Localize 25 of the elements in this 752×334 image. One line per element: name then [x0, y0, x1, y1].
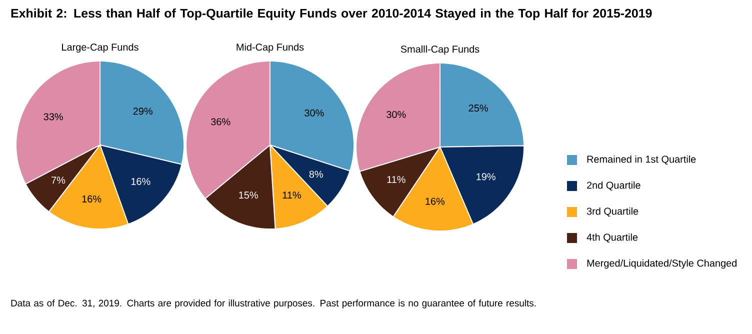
chart-title: Smalll-Cap Funds [400, 45, 480, 55]
data-label: 8% [309, 170, 323, 178]
data-label: 19% [476, 173, 496, 180]
chart-title: Large-Cap Funds [62, 43, 138, 53]
chart-title: Mid-Cap Funds [236, 43, 304, 53]
data-label: 33% [44, 113, 63, 120]
legend-label: Remained in 1st Quartile [587, 155, 696, 165]
legend-label: Merged/Liquidated/Style Changed [587, 259, 737, 269]
data-label: 15% [239, 192, 258, 199]
data-label: 11% [387, 176, 406, 183]
data-label: 11% [282, 192, 301, 199]
legend-label: 2nd Quartile [587, 181, 640, 191]
data-label: 16% [131, 178, 150, 185]
data-label: 30% [304, 109, 324, 116]
data-label: 16% [426, 198, 445, 205]
data-label: 36% [211, 118, 230, 126]
text: Exhibit 2: Less than Half of Top-Quartile Equity Funds over 2010-2014 Stayed in the Top Half for 2015-2019 [11, 8, 652, 20]
text: Data as of Dec. 31, 2019. Charts are provided for illustrative purposes. Past performance is no guarantee of future results. [11, 300, 536, 308]
legend-label: 3rd Quartile [586, 207, 638, 217]
legend-label: 4th Quartile [586, 233, 638, 243]
data-label: 7% [52, 176, 66, 184]
data-label: 25% [468, 104, 488, 112]
data-label: 30% [386, 110, 406, 118]
data-label: 29% [133, 108, 152, 115]
data-label: 16% [82, 195, 102, 202]
